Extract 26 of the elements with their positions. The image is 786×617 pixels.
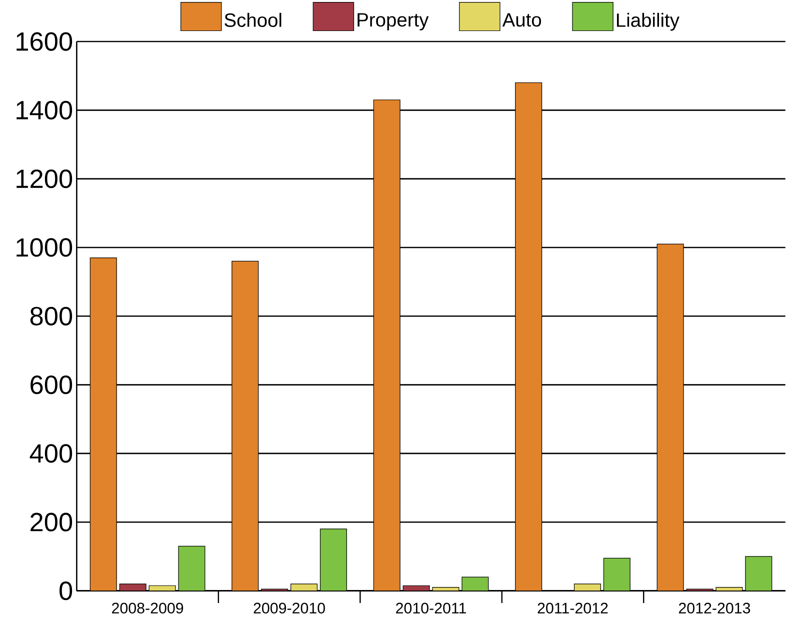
y-tick-label: 1200: [16, 170, 72, 188]
y-tick-label: 0: [60, 582, 72, 600]
bar: [178, 546, 206, 591]
y-tick-label: 400: [30, 444, 72, 463]
y-tick-label: 200: [30, 512, 72, 532]
x-tick-label: 2012-2013: [678, 602, 750, 614]
bar: [320, 528, 347, 591]
x-tick-label: 2011-2012: [538, 602, 608, 614]
legend-label: Auto: [502, 13, 542, 27]
legend-label: Property: [358, 13, 429, 31]
bar: [120, 584, 146, 591]
y-tick-label: 800: [30, 306, 72, 326]
legend-label: School: [224, 12, 282, 28]
x-tick-label: 2009-2010: [254, 602, 325, 614]
y-tick-label: 1600: [16, 32, 72, 51]
legend-label: Liability: [616, 12, 680, 31]
x-tick-label: 2010-2011: [396, 602, 466, 614]
bar: [290, 584, 318, 591]
bar: [603, 558, 630, 591]
bar: [462, 577, 488, 591]
y-tick-label: 1400: [16, 100, 72, 120]
bar: [574, 584, 601, 591]
y-tick-label: 1000: [16, 238, 72, 257]
x-tick-label: 2008-2009: [112, 602, 184, 614]
bar: [745, 556, 772, 591]
y-tick-label: 600: [30, 376, 72, 394]
